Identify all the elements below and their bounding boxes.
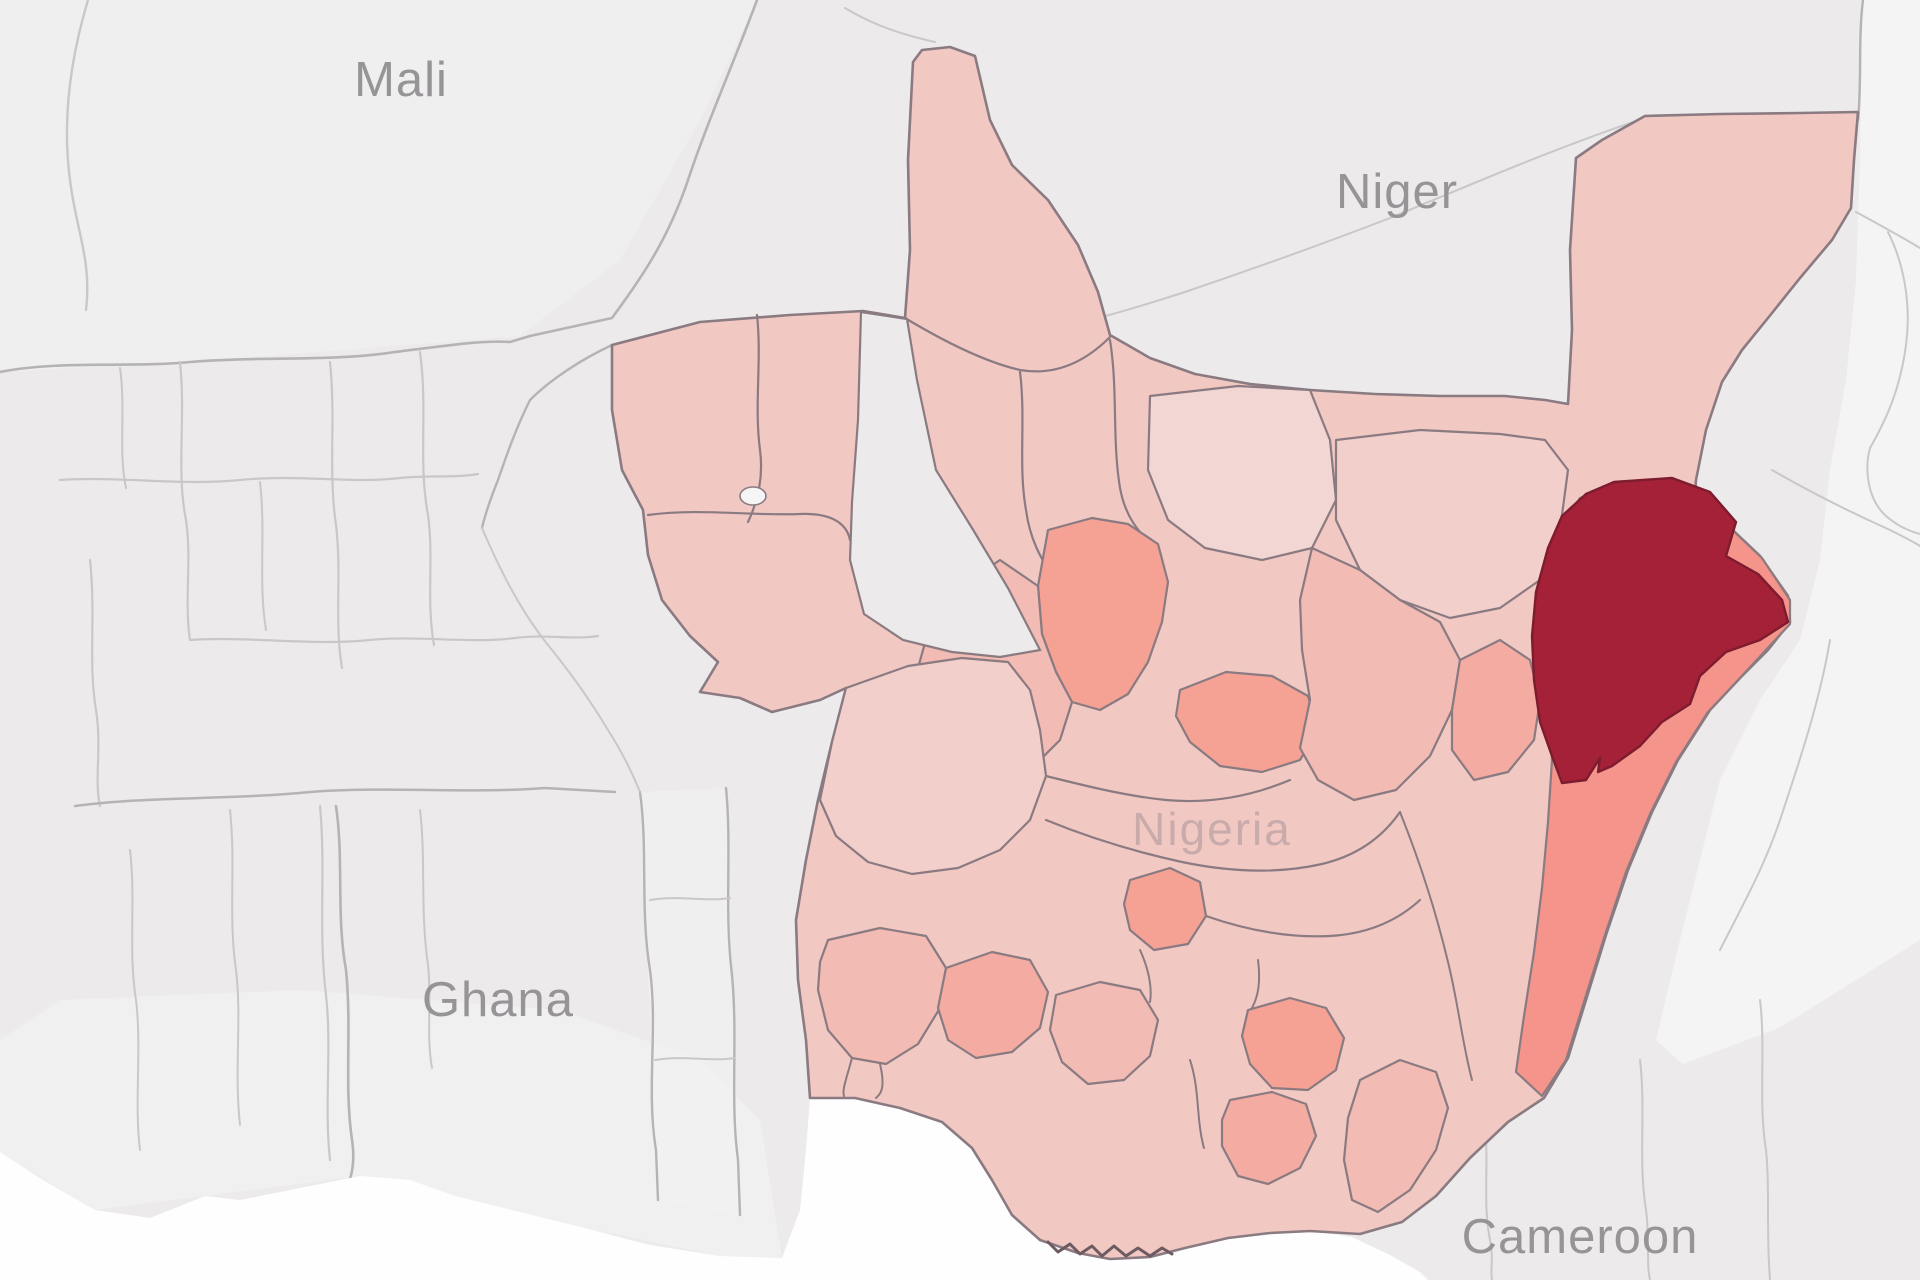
togo-benin-border — [724, 786, 742, 1217]
benue-north-line — [1044, 810, 1402, 872]
burkina-line-c — [328, 360, 344, 670]
chad-white-region — [1656, 0, 1920, 1080]
niger-nigeria-border-line — [903, 316, 1112, 373]
cameroon-line-c — [1759, 999, 1771, 1280]
ghana-volta-line — [334, 804, 355, 1198]
country-label-niger: Niger — [1336, 165, 1458, 219]
chad-north-border — [1856, 0, 1865, 122]
katsina-line-b — [1108, 338, 1150, 542]
country-label-cameroon: Cameroon — [1462, 1210, 1699, 1264]
state-borno-highlighted[interactable] — [1530, 476, 1790, 785]
sokoto-enclave-hole — [739, 486, 767, 506]
cameroon-land — [1420, 980, 1920, 1280]
benin-line-a — [649, 897, 731, 901]
edo-line — [1139, 949, 1152, 1003]
country-label-nigeria-watermark: Nigeria — [1132, 803, 1292, 855]
burkina-line-b — [58, 472, 480, 484]
niger-top-line — [844, 7, 936, 43]
benin-line-b — [654, 1057, 736, 1061]
state-niger[interactable] — [818, 656, 1048, 876]
burkina-line-h — [119, 367, 127, 489]
ogun-lagos-line — [875, 1063, 884, 1099]
cameroon-line-b — [1639, 1059, 1651, 1280]
burkina-line-a — [178, 360, 192, 642]
state-edo[interactable] — [1048, 980, 1160, 1086]
choropleth-shaded-region — [610, 45, 1860, 1261]
niger-mali-border — [528, 0, 759, 338]
country-label-mali: Mali — [354, 53, 448, 107]
togo-strip-patch — [640, 788, 740, 1215]
benue-line — [1204, 898, 1422, 938]
katsina-line-a — [1018, 370, 1050, 570]
mali-light-patch — [0, 0, 757, 372]
burkina-line-f — [88, 558, 102, 808]
state-plateau[interactable] — [1174, 670, 1320, 774]
state-osun[interactable] — [936, 950, 1050, 1060]
burkina-line-g — [259, 481, 267, 631]
mali-burkina-border — [0, 334, 532, 374]
state-bauchi[interactable] — [1298, 546, 1462, 802]
chad-lac-line — [1866, 231, 1920, 535]
niger-gray-notch — [848, 310, 1042, 659]
state-fct[interactable] — [1122, 866, 1208, 952]
sokoto-kebbi-line — [646, 510, 852, 542]
ghana-line-a — [318, 804, 332, 1162]
taraba-line — [1399, 811, 1473, 1081]
ondo-line — [842, 1057, 853, 1097]
ghana-line-b — [129, 849, 141, 1151]
mali-west-line — [65, 0, 90, 312]
state-anambra[interactable] — [1240, 996, 1346, 1092]
country-labels: Mali Niger Ghana Cameroon Nigeria — [354, 53, 1699, 1264]
chad-cameroon-line — [1719, 639, 1831, 951]
burkina-line-d — [188, 634, 600, 644]
ghana-togo-border — [638, 790, 660, 1202]
state-oyo[interactable] — [816, 926, 948, 1066]
state-imo-abia[interactable] — [1220, 1090, 1318, 1186]
state-gombe[interactable] — [1450, 638, 1542, 782]
ghana-north-border — [73, 786, 617, 808]
benin-west-line — [481, 527, 641, 793]
se-line-a — [1189, 1059, 1205, 1149]
niger-delta-coast-detail — [1046, 1240, 1174, 1258]
ghana-line-c — [229, 809, 241, 1126]
state-cross-river[interactable] — [1342, 1058, 1450, 1214]
coastal-light-patch — [0, 990, 782, 1258]
gulf-of-guinea-ocean — [0, 1098, 1428, 1280]
chad-south-line — [1771, 469, 1920, 547]
burkina-line-e — [418, 350, 436, 647]
cameroon-line-a — [1483, 1119, 1493, 1280]
kaduna-south-line — [1044, 774, 1292, 803]
country-label-ghana: Ghana — [422, 973, 574, 1027]
ghana-line-d — [419, 809, 433, 1069]
burkina-benin-border — [480, 343, 614, 530]
chad-ne-line — [1855, 211, 1920, 249]
